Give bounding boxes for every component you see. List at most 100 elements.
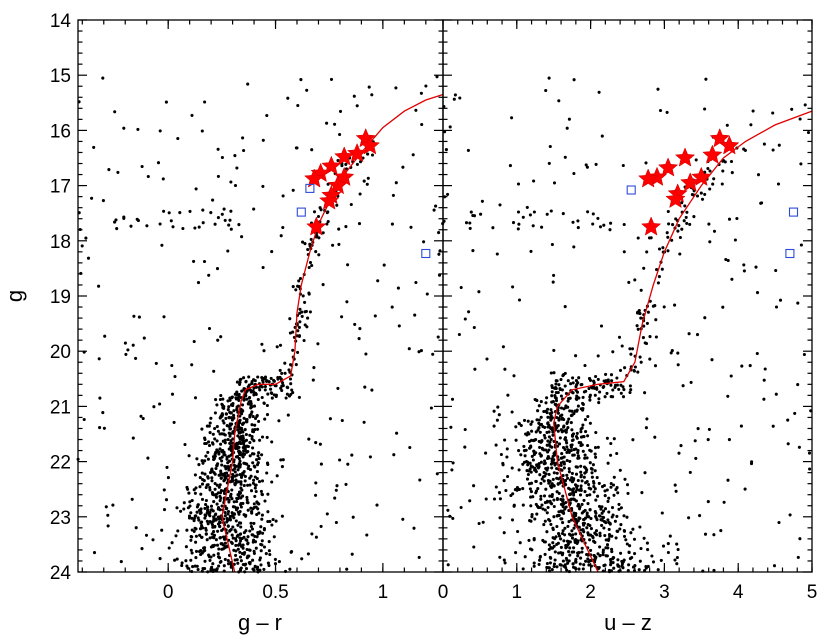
- field-star-dot: [273, 557, 277, 561]
- field-star-dot: [325, 121, 329, 125]
- field-star-dot: [233, 154, 237, 158]
- field-star-dot: [574, 511, 578, 516]
- field-star-dot: [544, 88, 548, 93]
- field-star-dot: [215, 425, 219, 429]
- field-star-dot: [196, 516, 200, 520]
- field-star-dot: [742, 263, 746, 267]
- field-star-dot: [201, 208, 205, 212]
- field-star-dot: [350, 453, 354, 457]
- field-star-dot: [528, 487, 532, 491]
- field-star-dot: [480, 199, 484, 203]
- field-star-dot: [182, 501, 186, 505]
- field-star-dot: [237, 494, 241, 498]
- field-star-dot: [219, 469, 223, 473]
- field-star-dot: [286, 413, 290, 417]
- field-star-dot: [550, 400, 554, 404]
- field-star-dot: [598, 545, 602, 549]
- field-star-dot: [239, 486, 243, 490]
- field-star-dot: [420, 122, 424, 127]
- field-star-dot: [248, 483, 252, 487]
- field-star-dot: [665, 110, 669, 114]
- field-star-dot: [585, 493, 589, 497]
- field-star-dot: [252, 207, 256, 211]
- field-star-dot: [559, 377, 563, 382]
- field-star-dot: [553, 402, 557, 406]
- field-star-dot: [397, 324, 401, 328]
- field-star-dot: [211, 544, 215, 548]
- field-star-dot: [565, 450, 569, 454]
- field-star-dot: [727, 217, 732, 221]
- field-star-dot: [588, 377, 592, 381]
- field-star-dot: [550, 390, 554, 394]
- field-star-dot: [246, 542, 250, 546]
- field-star-dot: [492, 409, 496, 413]
- field-star-dot: [248, 560, 252, 564]
- field-star-dot: [539, 422, 544, 426]
- field-star-dot: [560, 456, 565, 460]
- field-star-dot: [246, 535, 250, 539]
- field-star-dot: [572, 493, 576, 497]
- field-star-dot: [178, 211, 182, 215]
- field-star-dot: [567, 417, 571, 421]
- field-star-dot: [216, 552, 220, 556]
- field-star-dot: [516, 529, 520, 534]
- field-star-dot: [587, 386, 591, 391]
- field-star-dot: [307, 437, 311, 441]
- field-star-dot: [546, 505, 550, 510]
- field-star-dot: [614, 488, 618, 492]
- field-star-dot: [613, 385, 617, 389]
- field-star-dot: [277, 419, 281, 423]
- field-star-dot: [336, 386, 340, 390]
- field-star-dot: [570, 529, 574, 533]
- field-star-dot: [395, 431, 399, 435]
- field-star-dot: [453, 93, 457, 97]
- field-star-dot: [245, 495, 249, 499]
- field-star-dot: [530, 515, 534, 519]
- field-star-dot: [473, 367, 477, 371]
- field-star-dot: [678, 252, 682, 256]
- field-star-dot: [259, 549, 263, 553]
- field-star-dot: [287, 368, 291, 372]
- field-star-dot: [517, 298, 522, 302]
- field-star-dot: [151, 538, 155, 542]
- field-star-dot: [242, 452, 247, 456]
- field-star-dot: [578, 516, 582, 520]
- field-star-dot: [600, 485, 605, 489]
- field-star-dot: [226, 512, 230, 516]
- field-star-dot: [492, 424, 496, 428]
- field-star-dot: [687, 516, 691, 520]
- field-star-dot: [550, 494, 554, 499]
- field-star-dot: [185, 528, 189, 532]
- field-star-dot: [314, 235, 318, 239]
- field-star-dot: [695, 333, 700, 337]
- field-star-dot: [579, 487, 583, 491]
- field-star-dot: [140, 164, 144, 169]
- field-star-dot: [572, 487, 576, 491]
- field-star-dot: [665, 231, 669, 235]
- field-star-dot: [666, 235, 670, 239]
- y-tick-label: 17: [50, 177, 71, 198]
- field-star-dot: [552, 562, 557, 566]
- field-star-dot: [248, 476, 252, 480]
- field-star-dot: [618, 527, 622, 531]
- field-star-dot: [229, 480, 233, 484]
- field-star-dot: [570, 438, 574, 443]
- field-star-dot: [225, 520, 229, 524]
- field-star-dot: [417, 555, 421, 559]
- field-star-dot: [255, 567, 260, 571]
- field-star-dot: [570, 550, 574, 554]
- field-star-dot: [422, 240, 426, 244]
- field-star-dot: [227, 465, 231, 470]
- field-star-dot: [240, 403, 245, 407]
- field-star-dot: [561, 529, 565, 533]
- left-frame: [77, 19, 444, 573]
- field-star-dot: [559, 406, 564, 410]
- field-star-dot: [552, 498, 556, 502]
- field-star-dot: [446, 192, 450, 196]
- field-star-dot: [529, 464, 533, 468]
- field-star-dot: [235, 446, 239, 450]
- field-star-dot: [457, 332, 461, 337]
- field-star-dot: [236, 428, 240, 432]
- field-star-dot: [122, 215, 126, 219]
- field-star-dot: [166, 476, 170, 480]
